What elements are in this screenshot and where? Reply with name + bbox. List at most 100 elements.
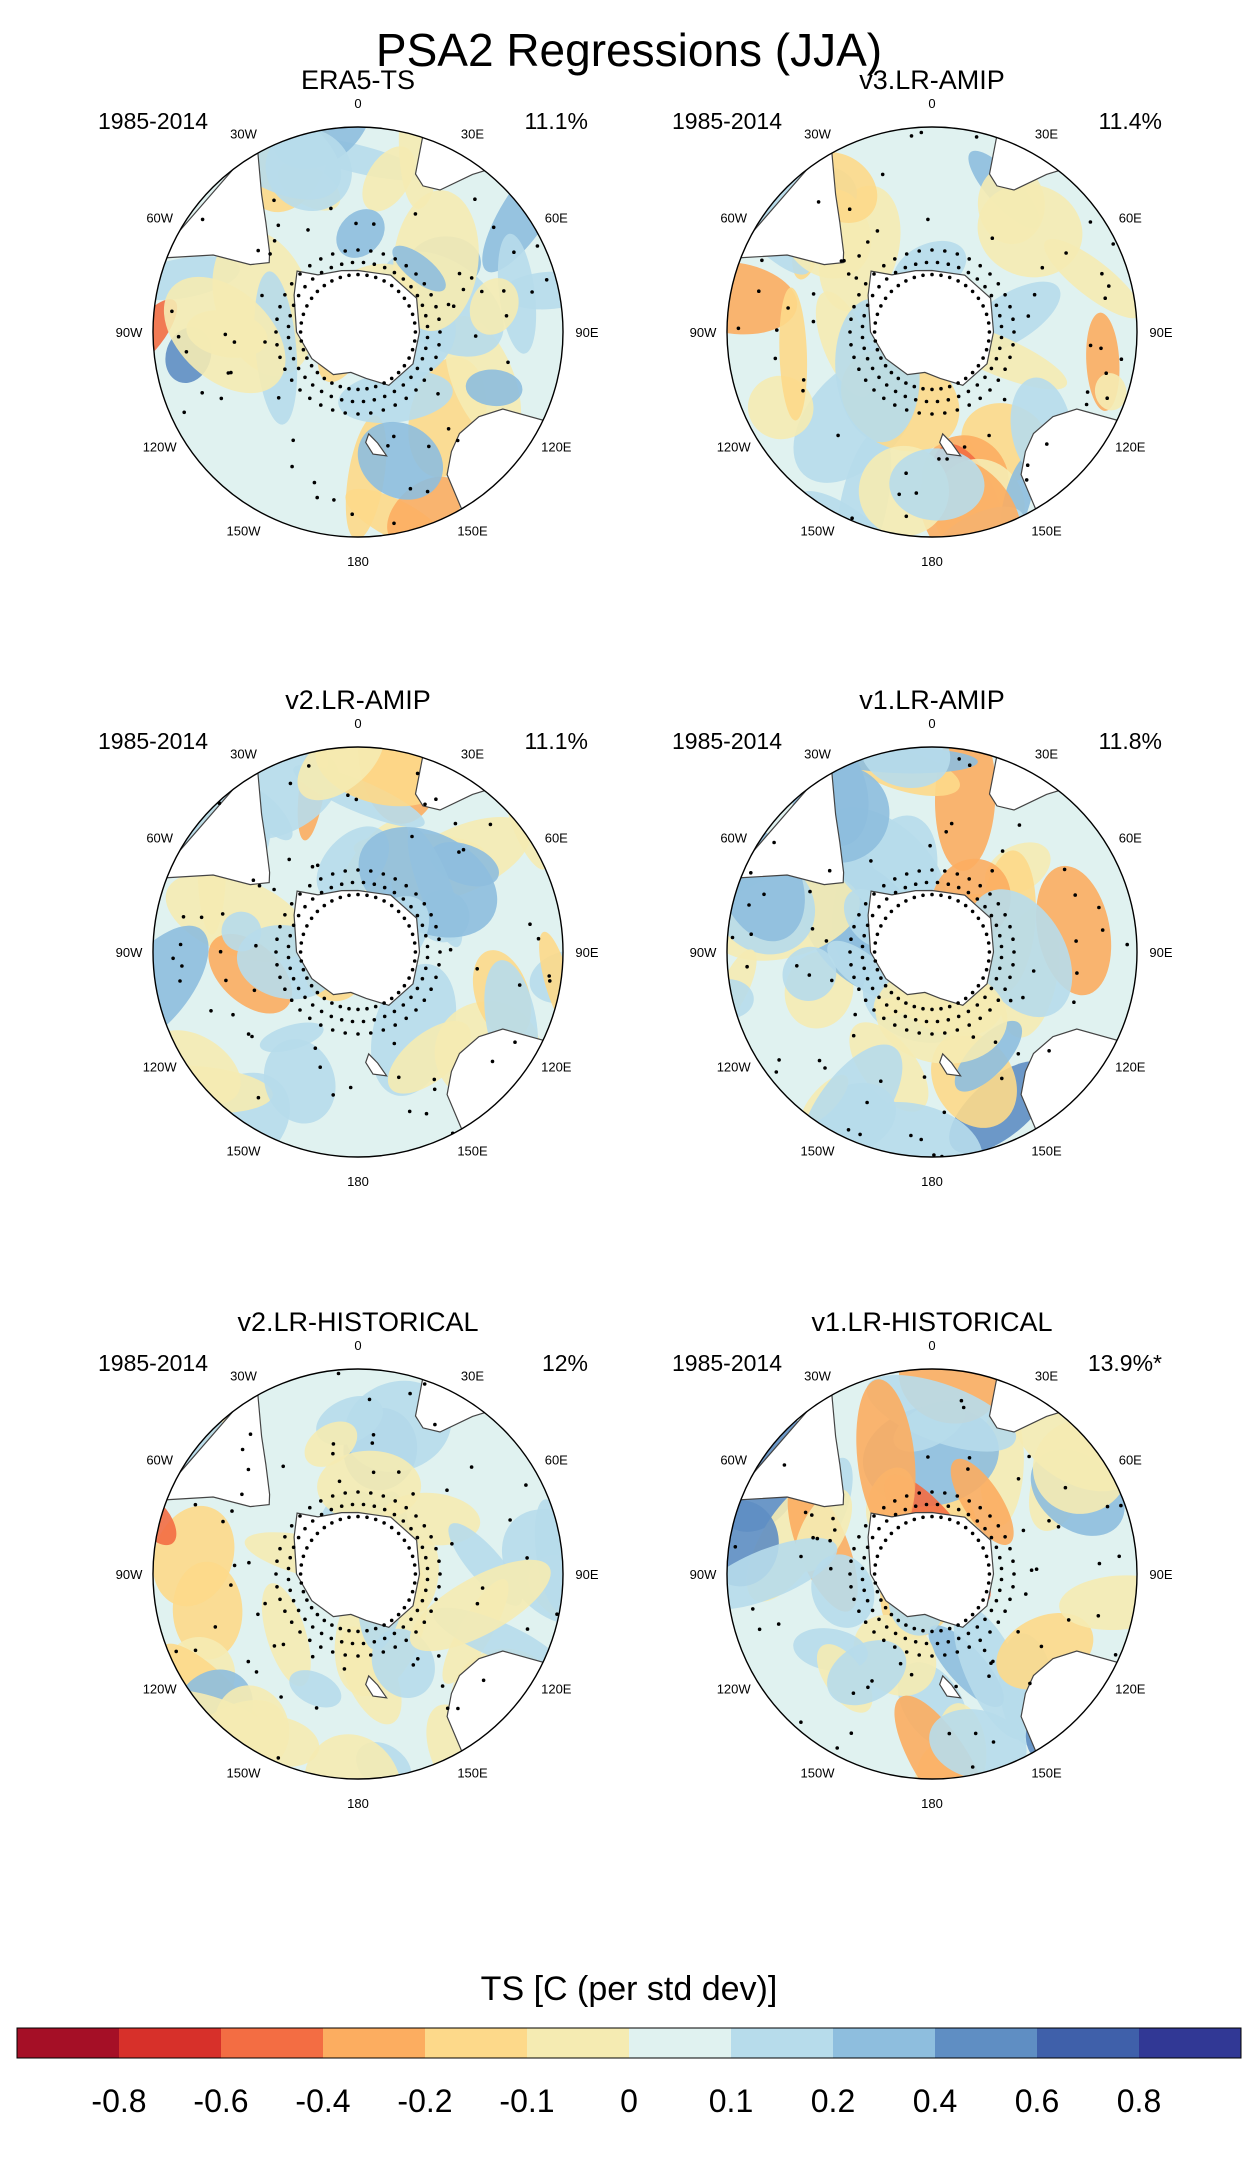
- stipple-dot: [356, 412, 360, 416]
- longitude-label: 90E: [1149, 325, 1172, 340]
- stipple-dot: [1072, 1000, 1076, 1004]
- stipple-dot: [392, 1512, 397, 1517]
- colorbar-label: TS [C (per std dev)]: [481, 1970, 778, 2008]
- stipple-dot: [331, 1442, 336, 1446]
- stipple-dot: [962, 445, 967, 449]
- stipple-dot: [870, 1535, 875, 1540]
- land-south-america: [728, 1382, 845, 1508]
- panel-title: v3.LR-AMIP: [859, 65, 1005, 95]
- stipple-dot: [272, 1644, 277, 1648]
- stipple-dot: [836, 433, 840, 438]
- longitude-label: 90W: [690, 325, 717, 340]
- stipple-dot: [434, 924, 438, 929]
- land-new-zealand: [939, 1052, 962, 1077]
- stipple-dot: [329, 265, 334, 270]
- stipple-dot: [434, 304, 438, 309]
- stipple-dot: [829, 1566, 833, 1571]
- longitude-label: 90E: [575, 1567, 598, 1582]
- longitude-label: 90E: [1149, 1567, 1172, 1582]
- stipple-dot: [382, 1623, 386, 1627]
- stipple-dot: [309, 916, 314, 921]
- panel-title: v2.LR-HISTORICAL: [237, 1307, 478, 1337]
- stipple-dot: [213, 1625, 218, 1629]
- stipple-dot: [852, 975, 856, 980]
- stipple-dot: [883, 1605, 888, 1610]
- stipple-dot: [392, 521, 396, 526]
- stipple-dot: [350, 260, 355, 265]
- longitude-label: 60W: [720, 211, 747, 226]
- stipple-dot: [260, 293, 264, 298]
- longitude-label: 0: [354, 1338, 361, 1353]
- stipple-dot: [860, 1566, 865, 1571]
- anomaly-patch: [336, 209, 385, 258]
- stipple-dot: [315, 863, 320, 868]
- stipple-dot: [389, 903, 394, 908]
- land: [728, 127, 1129, 520]
- stipple-dot: [322, 376, 327, 381]
- stipple-dot: [879, 976, 883, 980]
- stipple-dot: [847, 207, 852, 211]
- colorbar-swatch: [527, 2028, 629, 2058]
- stipple-dot: [946, 882, 951, 886]
- stipple-dot: [288, 1588, 293, 1593]
- stipple-dot: [975, 897, 980, 901]
- stipple-dot: [967, 763, 972, 767]
- stipple-dot: [315, 370, 320, 375]
- stipple-dot: [883, 983, 888, 988]
- stipple-dot: [433, 1422, 437, 1427]
- stipple-dot: [913, 398, 918, 402]
- stipple-dot: [943, 249, 947, 253]
- longitude-label: 120E: [1115, 440, 1146, 455]
- stipple-dot: [955, 1028, 960, 1032]
- stipple-dot: [801, 378, 806, 382]
- stipple-dot: [218, 949, 223, 954]
- stipple-dot: [343, 411, 348, 415]
- map-frame: [152, 1368, 564, 1780]
- stipple-dot: [956, 1636, 961, 1641]
- stipple-dot: [851, 1033, 856, 1038]
- stipple-dot: [339, 1640, 344, 1644]
- stipple-dot: [356, 892, 360, 897]
- stipple-dot: [996, 902, 1001, 906]
- stipple-dot: [976, 296, 981, 301]
- stipple-dot: [318, 1065, 323, 1069]
- stipple-dot: [381, 1494, 386, 1498]
- stipple-dot: [1045, 442, 1049, 446]
- stipple-dot: [373, 1004, 378, 1009]
- stipple-dot: [170, 309, 174, 314]
- land-new-zealand: [365, 432, 388, 457]
- stipple-dot: [330, 252, 335, 256]
- stipple-dot: [966, 1009, 971, 1014]
- longitude-label: 120W: [717, 1060, 752, 1075]
- stipple-dot: [921, 386, 925, 391]
- anomaly-patch: [261, 1583, 311, 1687]
- stipple-dot: [872, 1008, 876, 1012]
- land-new-zealand: [939, 1674, 962, 1699]
- stipple-dot: [392, 890, 397, 895]
- stipple-dot: [904, 514, 909, 519]
- stipple-dot: [1031, 969, 1036, 973]
- stipple-dot: [983, 1526, 987, 1531]
- stipple-dot: [893, 1023, 897, 1027]
- stipple-dot: [402, 296, 407, 301]
- stipple-dot: [893, 270, 898, 275]
- stipple-dot: [299, 1563, 304, 1567]
- stipple-dot: [288, 966, 293, 971]
- stipple-dot: [350, 1641, 355, 1646]
- longitude-label: 30E: [461, 127, 484, 142]
- stipple-dot: [283, 1535, 287, 1539]
- stipple-dot: [1003, 987, 1007, 991]
- stipple-dot: [879, 1598, 883, 1602]
- anomaly-patch: [950, 1458, 1014, 1545]
- stipple-dot: [943, 1491, 947, 1495]
- stipple-dot: [440, 1684, 445, 1688]
- longitude-label: 90W: [116, 325, 143, 340]
- stipple-dot: [877, 995, 881, 1000]
- stipple-dot: [232, 340, 237, 344]
- anomaly-patch: [263, 1039, 336, 1124]
- anomaly-patch: [297, 747, 384, 801]
- stipple-dot: [883, 363, 888, 368]
- longitude-label: 120W: [717, 440, 752, 455]
- stipple-dot: [329, 1014, 334, 1019]
- longitude-label: 150W: [227, 1765, 262, 1780]
